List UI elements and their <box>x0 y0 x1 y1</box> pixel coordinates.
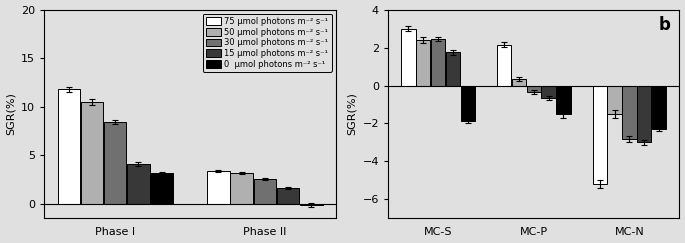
Bar <box>277 188 299 204</box>
Bar <box>637 86 651 142</box>
Bar <box>208 171 229 204</box>
Bar <box>81 102 103 204</box>
Legend: 75 μmol photons m⁻² s⁻¹, 50 μmol photons m⁻² s⁻¹, 30 μmol photons m⁻² s⁻¹, 15 μm: 75 μmol photons m⁻² s⁻¹, 50 μmol photons… <box>203 14 332 72</box>
Y-axis label: SGR(%): SGR(%) <box>347 93 357 135</box>
Bar <box>431 39 445 86</box>
Bar <box>593 86 607 184</box>
Text: a: a <box>316 16 327 34</box>
Bar <box>300 204 323 205</box>
Bar <box>416 40 430 86</box>
Bar <box>512 79 526 86</box>
Bar <box>230 173 253 204</box>
Bar <box>104 122 126 204</box>
Bar <box>460 86 475 121</box>
Bar <box>497 45 511 86</box>
Y-axis label: SGR(%): SGR(%) <box>5 93 16 135</box>
Bar <box>541 86 556 98</box>
Bar <box>401 28 416 86</box>
Bar <box>652 86 667 129</box>
Bar <box>446 52 460 86</box>
Bar <box>150 173 173 204</box>
Text: b: b <box>659 16 671 34</box>
Bar <box>556 86 571 114</box>
Bar <box>58 89 80 204</box>
Bar <box>608 86 622 114</box>
Bar <box>253 179 276 204</box>
Bar <box>127 164 149 204</box>
Bar <box>527 86 541 92</box>
Bar <box>622 86 636 139</box>
